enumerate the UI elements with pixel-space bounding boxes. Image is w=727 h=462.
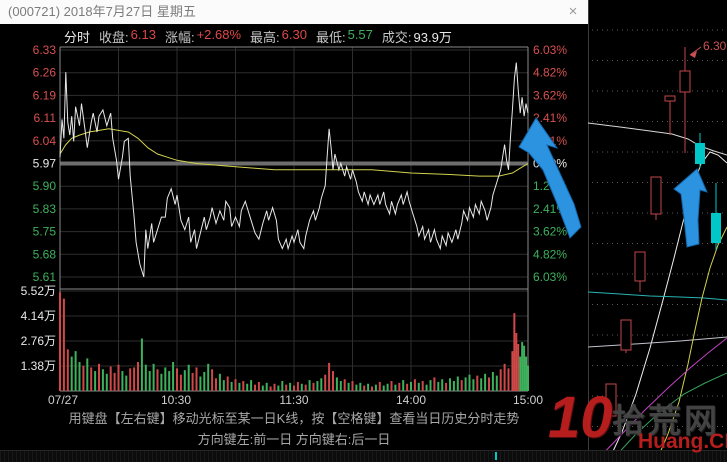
tab-intraday[interactable]: 分时 (64, 30, 91, 45)
window-title: (000721) 2018年7月27日 星期五 (8, 4, 196, 19)
ma-yellow (655, 226, 727, 462)
ma-green (611, 372, 727, 461)
svg-text:6.04: 6.04 (33, 134, 57, 148)
average-price-line (59, 128, 529, 177)
bottom-timeline-strip[interactable] (0, 450, 727, 462)
svg-text:3.62%: 3.62% (533, 88, 567, 102)
watermark: 拾荒网 10 Huang.CN (548, 385, 727, 460)
volume-value: 93.9万 (413, 30, 452, 45)
svg-text:4.82%: 4.82% (533, 247, 567, 261)
ma-white-steep (607, 151, 727, 462)
svg-text:6.03%: 6.03% (533, 43, 567, 57)
svg-text:5.97: 5.97 (33, 157, 57, 171)
svg-text:10:30: 10:30 (161, 393, 191, 407)
intraday-grid (60, 47, 528, 391)
svg-text:5.75: 5.75 (33, 225, 57, 239)
svg-text:6.26: 6.26 (33, 66, 57, 80)
annotation-arrows (518, 117, 708, 248)
stats-bar: 分时 收盘: 6.13 涨幅: +2.68% 最高: 6.30 最低: 5.57 成交:… (64, 27, 452, 46)
svg-text:4.82%: 4.82% (533, 66, 567, 80)
watermark-logo-10: 10 (548, 385, 613, 450)
ma-magenta (596, 337, 727, 461)
svg-text:2.41%: 2.41% (533, 111, 567, 125)
percent-axis-labels: 6.03%4.82%3.62%2.41%1.21%0.00%1.21%2.41%… (533, 43, 567, 284)
close-icon[interactable]: × (568, 3, 578, 20)
help-text-line2: 方向键左:前一日 方向键右:后一日 (197, 432, 391, 447)
svg-text:6.03%: 6.03% (533, 270, 567, 284)
watermark-site-text: Huang.CN (638, 430, 727, 453)
price-line (59, 62, 529, 278)
price-line (59, 62, 529, 278)
window-titlebar: (000721) 2018年7月27日 星期五 (0, 0, 588, 24)
price-axis-labels: 6.33 6.26 6.19 6.11 6.04 5.97 5.90 5.83 5.75 5.68… (33, 43, 57, 284)
ma-pale (587, 336, 727, 348)
help-text-line1: 用键盘【左右键】移动光标至某一日K线，按【空格键】查看当日历史分时走势 (68, 411, 520, 426)
time-axis-labels: 07/27 10:30 11:30 14:00 15:00 (48, 393, 543, 407)
watermark-cn-text: 拾荒网 (612, 402, 720, 439)
svg-text:5.90: 5.90 (33, 179, 57, 193)
svg-text:5.61: 5.61 (33, 270, 57, 284)
close-value: 6.13 (130, 27, 156, 42)
callout-arrow (689, 46, 702, 58)
svg-text:6.33: 6.33 (33, 43, 57, 57)
high-price-callout: 6.30 (703, 39, 727, 53)
svg-text:6.19: 6.19 (33, 88, 57, 102)
kline-panel (587, 0, 727, 462)
volume-axis-labels: 5.52万 4.14万 2.76万 1.38万 (21, 284, 56, 373)
change-value: +2.68% (196, 27, 242, 42)
svg-text:11:30: 11:30 (279, 393, 308, 407)
svg-text:2.76万: 2.76万 (21, 334, 56, 348)
change-label: 涨幅: (164, 30, 195, 45)
volume-bars (59, 292, 529, 391)
timeline-cursor-tick (495, 452, 497, 460)
average-line (59, 128, 529, 177)
svg-text:5.83: 5.83 (33, 202, 57, 216)
volume-label: 成交: (381, 30, 412, 45)
blue-arrow-kline (673, 168, 708, 248)
close-label: 收盘: (99, 30, 129, 45)
blue-arrow-intraday (518, 117, 582, 239)
kline-candles (605, 47, 721, 417)
high-value: 6.30 (281, 27, 307, 42)
ma-cyan (587, 291, 727, 301)
ma-white-flat (587, 122, 727, 156)
low-label: 最低: (315, 30, 346, 45)
svg-text:1.38万: 1.38万 (21, 359, 56, 373)
svg-text:5.68: 5.68 (33, 247, 57, 261)
svg-text:14:00: 14:00 (396, 393, 426, 407)
svg-text:4.14万: 4.14万 (21, 309, 56, 323)
svg-text:15:00: 15:00 (513, 393, 543, 407)
svg-text:6.11: 6.11 (34, 111, 57, 125)
svg-text:07/27: 07/27 (48, 393, 78, 407)
svg-text:5.52万: 5.52万 (21, 284, 56, 298)
high-label: 最高: (250, 30, 280, 45)
svg-text:3.62%: 3.62% (533, 225, 567, 239)
low-value: 5.57 (347, 27, 373, 42)
